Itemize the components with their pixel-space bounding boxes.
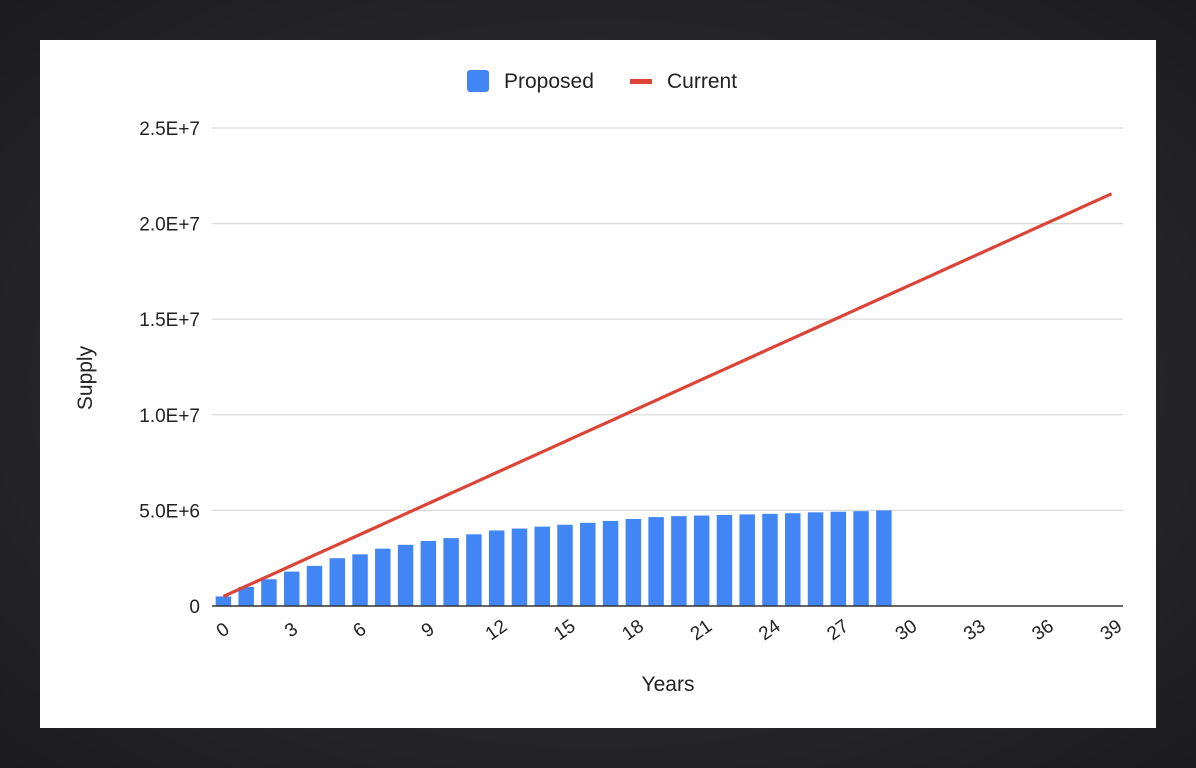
y-tick-label: 2.0E+7 bbox=[139, 215, 200, 236]
proposed-bar bbox=[580, 522, 596, 606]
proposed-bar bbox=[306, 565, 323, 606]
proposed-bar bbox=[739, 514, 755, 606]
proposed-bar bbox=[215, 596, 232, 606]
proposed-bar bbox=[693, 515, 710, 606]
y-axis-title: Supply bbox=[74, 345, 97, 410]
y-tick-label: 1.0E+7 bbox=[139, 406, 200, 427]
current-series-line bbox=[222, 192, 1113, 598]
proposed-bar bbox=[830, 511, 847, 606]
current-line-layer bbox=[222, 192, 1113, 598]
x-tick-label: 36 bbox=[1028, 616, 1057, 645]
proposed-bars bbox=[215, 510, 892, 606]
proposed-bar bbox=[375, 548, 391, 606]
x-tick-label: 39 bbox=[1097, 616, 1126, 645]
x-tick-label: 21 bbox=[687, 616, 716, 645]
legend: Proposed Current bbox=[467, 70, 737, 93]
proposed-bar bbox=[488, 530, 505, 606]
proposed-bar bbox=[238, 586, 254, 606]
y-tick-label: 5.0E+6 bbox=[139, 501, 200, 522]
legend-swatch-current bbox=[630, 79, 652, 84]
x-tick-label: 15 bbox=[550, 616, 579, 645]
x-tick-label: 12 bbox=[482, 616, 511, 645]
proposed-bar bbox=[261, 579, 277, 606]
proposed-bar bbox=[876, 510, 892, 606]
supply-chart: 05.0E+61.0E+71.5E+72.0E+72.5E+7 0 3 6 9 12 15… bbox=[74, 70, 1126, 696]
proposed-bar bbox=[397, 544, 414, 606]
proposed-bar bbox=[329, 558, 346, 606]
x-axis-ticks: 0 3 6 9 12 15 18 21 24 27 30 33 36 39 bbox=[213, 616, 1126, 646]
x-tick-label: 33 bbox=[960, 616, 989, 645]
proposed-bar bbox=[511, 528, 528, 606]
proposed-bar bbox=[716, 514, 733, 606]
y-tick-label: 0 bbox=[189, 597, 200, 618]
y-tick-label: 2.5E+7 bbox=[139, 119, 200, 140]
x-tick-label: 0 bbox=[213, 619, 234, 642]
legend-swatch-proposed bbox=[467, 70, 489, 92]
proposed-bar bbox=[466, 534, 482, 606]
legend-label-proposed: Proposed bbox=[504, 70, 594, 93]
proposed-bar bbox=[648, 517, 664, 606]
x-tick-label: 27 bbox=[823, 616, 852, 645]
x-tick-label: 9 bbox=[418, 619, 439, 642]
proposed-bar bbox=[557, 524, 573, 606]
x-tick-label: 24 bbox=[755, 616, 785, 646]
proposed-bar bbox=[534, 526, 550, 606]
proposed-bar bbox=[625, 519, 642, 606]
y-tick-label: 1.5E+7 bbox=[139, 310, 200, 331]
y-axis-ticks: 0 5.0E+6 1.0E+7 1.5E+7 2.0E+7 2.5E+7 bbox=[139, 119, 200, 618]
gridlines bbox=[212, 127, 1123, 511]
proposed-bar bbox=[420, 540, 437, 606]
x-tick-label: 30 bbox=[892, 616, 921, 645]
legend-label-current: Current bbox=[667, 70, 737, 93]
x-tick-label: 18 bbox=[619, 616, 648, 645]
proposed-bar bbox=[443, 538, 459, 606]
x-tick-label: 6 bbox=[350, 619, 371, 642]
proposed-bar bbox=[785, 513, 801, 606]
proposed-bar bbox=[762, 513, 778, 606]
x-axis-title: Years bbox=[642, 673, 695, 696]
x-tick-label: 3 bbox=[281, 619, 302, 642]
proposed-bar bbox=[807, 512, 824, 606]
chart-card: 0 5.0E+6 1.0E+7 1.5E+7 2.0E+7 2.5E+7 0 3 6 9 12 15… bbox=[40, 40, 1156, 728]
proposed-bar bbox=[352, 554, 368, 606]
proposed-bar bbox=[853, 511, 869, 606]
proposed-bar bbox=[283, 571, 300, 606]
proposed-bar bbox=[671, 516, 687, 606]
proposed-bar bbox=[602, 520, 619, 606]
